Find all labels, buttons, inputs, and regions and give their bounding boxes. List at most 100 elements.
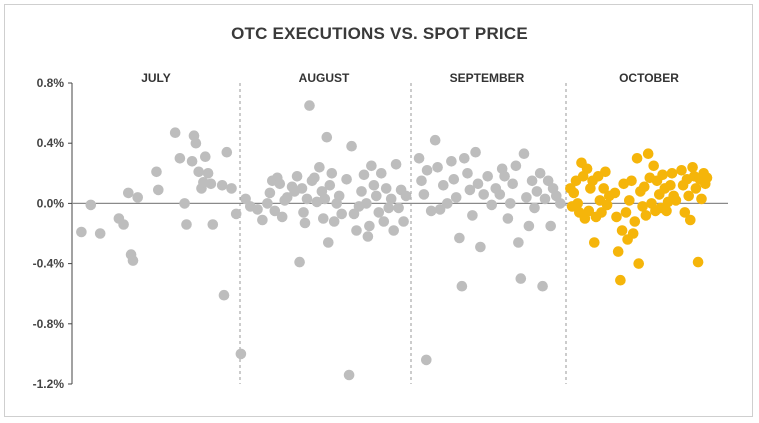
data-point-current (683, 190, 694, 202)
data-point-current (600, 166, 611, 178)
data-point-past (513, 237, 524, 248)
data-point-past (478, 189, 490, 200)
data-point-past (351, 225, 362, 236)
data-point-past (456, 280, 468, 292)
data-point-past (181, 219, 192, 230)
data-point-current (572, 198, 583, 209)
data-point-past (515, 273, 527, 284)
data-point-past (361, 198, 372, 209)
y-tick-label: 0.0% (37, 196, 65, 210)
data-point-past (230, 208, 242, 220)
data-point-current (598, 183, 609, 194)
data-point-past (323, 237, 334, 248)
data-point-past (494, 189, 506, 200)
data-point-current (690, 183, 702, 194)
data-point-past (123, 187, 134, 199)
y-tick-label: 0.4% (37, 136, 65, 150)
data-point-past (336, 208, 348, 220)
data-point-past (499, 171, 510, 182)
data-point-past (179, 198, 190, 209)
data-point-current (679, 207, 691, 218)
data-point-past (281, 192, 293, 203)
data-point-past (486, 199, 498, 211)
y-tick-label: 0.8% (37, 76, 65, 90)
data-point-past (534, 168, 546, 179)
data-point-current (626, 175, 637, 187)
data-point-past (151, 166, 162, 178)
data-point-past (94, 228, 106, 239)
data-point-past (202, 168, 214, 179)
data-point-past (450, 192, 462, 203)
data-point-current (633, 258, 644, 269)
data-point-past (385, 193, 397, 205)
data-point-current (637, 201, 648, 212)
data-point-past (507, 178, 518, 190)
data-point-past (333, 190, 345, 202)
data-point-current (692, 256, 704, 268)
data-point-past (421, 165, 433, 176)
data-point-past (324, 180, 336, 191)
data-point-past (418, 189, 430, 200)
data-point-past (398, 216, 409, 227)
data-point-past (378, 216, 390, 227)
data-point-past (454, 232, 465, 244)
data-point-past (537, 280, 548, 292)
data-point-current (629, 216, 641, 227)
data-point-past (318, 213, 329, 224)
data-point-current (685, 214, 696, 226)
data-point-past (472, 178, 484, 190)
data-point-past (545, 220, 556, 232)
data-point-current (666, 168, 678, 179)
month-labels: JULY AUGUST SEPTEMBER OCTOBER (141, 71, 679, 85)
data-point-past (76, 226, 87, 238)
data-point-past (298, 207, 309, 218)
data-point-past (434, 204, 446, 215)
data-point-current (627, 228, 639, 239)
data-point-past (438, 180, 449, 191)
data-point-past (529, 202, 540, 214)
data-point-past (348, 208, 360, 220)
data-point-past (446, 156, 457, 167)
data-point-past (269, 205, 281, 217)
data-point-past (448, 174, 460, 185)
data-point-current (696, 193, 707, 205)
data-point-current (687, 162, 698, 173)
month-label: AUGUST (299, 71, 350, 85)
data-point-past (321, 131, 333, 143)
data-point-past (304, 100, 315, 111)
data-point-past (462, 168, 473, 179)
data-point-past (169, 127, 181, 138)
data-point-past (390, 159, 402, 170)
data-point-current (640, 210, 652, 221)
data-point-past (502, 213, 514, 224)
data-point-past (309, 172, 320, 184)
data-point-past (205, 178, 217, 190)
data-point-past (505, 198, 516, 209)
data-point-past (531, 186, 543, 197)
data-point-past (388, 225, 400, 236)
data-point-past (314, 162, 325, 173)
data-point-past (264, 187, 276, 199)
y-axis: 0.8% 0.4% 0.0% -0.4% -0.8% -1.2% (33, 76, 73, 391)
data-point-past (190, 137, 202, 149)
data-point-past (362, 231, 374, 242)
data-point-current (568, 187, 580, 199)
data-point-past (376, 168, 387, 179)
data-point-current (581, 163, 593, 175)
data-point-past (464, 184, 476, 196)
data-point-current (642, 148, 654, 159)
data-point-past (380, 183, 392, 194)
data-point-current (701, 172, 713, 184)
data-point-past (510, 160, 522, 172)
data-point-past (475, 241, 486, 253)
data-point-past (467, 210, 478, 221)
data-point-past (482, 171, 494, 182)
data-point-current (648, 160, 659, 172)
data-point-past (371, 190, 382, 202)
month-label: OCTOBER (619, 71, 679, 85)
data-point-past (235, 348, 247, 360)
data-point-past (542, 175, 554, 187)
data-point-past (276, 211, 288, 223)
data-point-past (226, 183, 237, 194)
